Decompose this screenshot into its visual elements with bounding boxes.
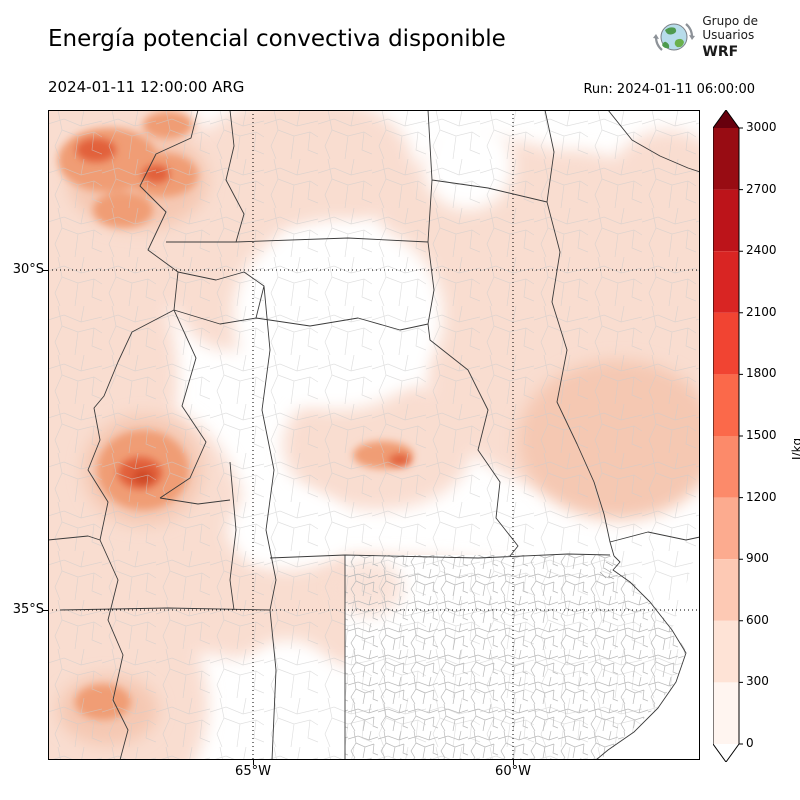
colorbar-ticks <box>739 127 743 745</box>
logo-wrf: WRF <box>702 43 739 60</box>
ytick-35s: 35°S <box>12 602 44 617</box>
colorbar-segment <box>713 189 739 252</box>
logo-text: Grupo de Usuarios WRF <box>702 14 758 61</box>
globe-icon <box>653 23 696 52</box>
axis-tick <box>253 760 254 765</box>
colorbar-tick-label: 1200 <box>746 490 777 504</box>
colorbar-tick-label: 1500 <box>746 428 777 442</box>
buenos-aires-departments <box>345 555 686 760</box>
colorbar-tick-label: 300 <box>746 674 769 688</box>
province-borders <box>48 110 700 760</box>
page-title: Energía potencial convectiva disponible <box>48 26 506 52</box>
colorbar-tick-label: 600 <box>746 613 769 627</box>
colorbar-segment <box>713 374 739 436</box>
colorbar-tick-label: 900 <box>746 551 769 565</box>
colorbar-segment <box>713 497 739 560</box>
logo-line1: Grupo de <box>702 14 758 28</box>
ytick-30s: 30°S <box>12 262 44 277</box>
colorbar-segment <box>713 436 739 498</box>
colorbar-tick-label: 2700 <box>746 182 777 196</box>
colorbar-tick-label: 0 <box>746 736 754 750</box>
xtick-60w: 60°W <box>495 764 531 779</box>
gridlines <box>48 110 700 760</box>
axis-tick <box>43 270 48 271</box>
xtick-65w: 65°W <box>235 764 271 779</box>
colorbar-segment <box>713 312 739 375</box>
colorbar <box>713 110 743 762</box>
run-time-label: Run: 2024-01-11 06:00:00 <box>583 82 755 97</box>
map-frame <box>48 110 700 760</box>
colorbar-segment <box>713 620 739 683</box>
colorbar-unit-label: J/kg <box>790 437 800 460</box>
colorbar-segment <box>713 128 739 190</box>
valid-time-label: 2024-01-11 12:00:00 ARG <box>48 78 245 96</box>
caba-departments <box>599 561 615 580</box>
colorbar-under-arrow <box>713 744 739 762</box>
axis-tick <box>513 760 514 765</box>
colorbar-segment <box>713 559 739 621</box>
colorbar-tick-label: 1800 <box>746 366 777 380</box>
colorbar-over-arrow <box>713 110 739 128</box>
map-canvas <box>48 110 700 760</box>
colorbar-tick-label: 2400 <box>746 243 777 257</box>
logo-line2: Usuarios <box>702 28 755 43</box>
colorbar-segment <box>713 251 739 313</box>
axis-tick <box>43 610 48 611</box>
colorbar-tick-label: 3000 <box>746 120 777 134</box>
colorbar-tick-label: 2100 <box>746 305 777 319</box>
wrf-logo: Grupo de Usuarios WRF <box>653 14 758 61</box>
colorbar-segment <box>713 682 739 744</box>
